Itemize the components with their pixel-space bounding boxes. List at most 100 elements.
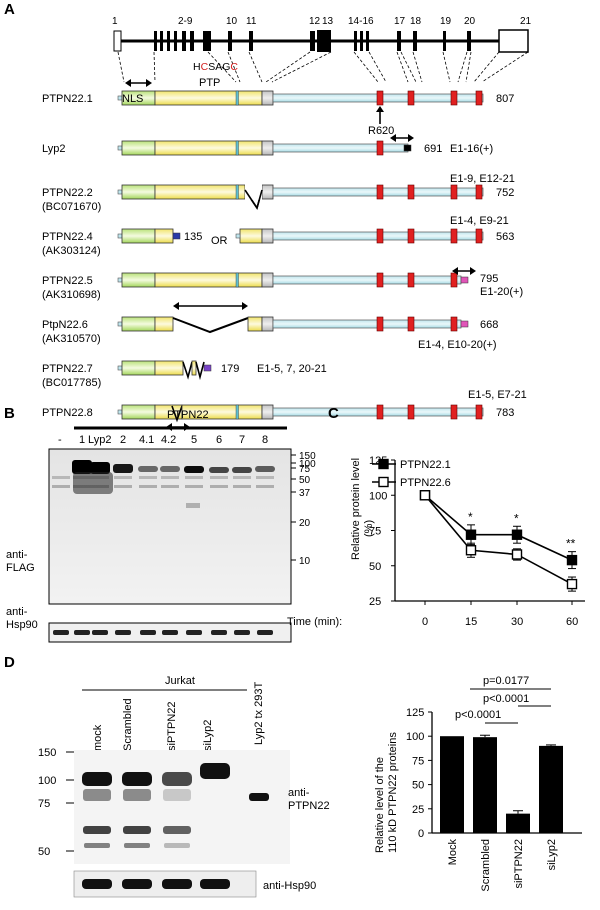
exon-number-labels: 1 2-9 10 11 12 13 14-16 17 18 19 20 21 (112, 16, 532, 27)
arrow-head (408, 134, 414, 142)
anti-hsp90-label-d: anti-Hsp90 (263, 880, 316, 892)
proline-rich-motif (376, 404, 384, 420)
isoform-accession: (AK310570) (42, 333, 101, 345)
ptp-domain (154, 316, 174, 332)
exon-mapping-lines (117, 51, 529, 83)
exon-number: 20 (464, 16, 476, 27)
panel-b-label: B (4, 405, 15, 422)
arrow-head (125, 79, 131, 87)
exon-number: 17 (394, 16, 406, 27)
knockdown-bar-chart: 0 25 50 75 100 125 Relative level of the 110 kD… (374, 675, 582, 892)
catalytic-site (235, 184, 239, 200)
ptp-domain (247, 316, 263, 332)
lane-label: siPTPN22 (166, 701, 178, 751)
y-axis-label: Relative level of the (374, 757, 386, 853)
isoform-exons: E1-4, E10-20(+) (418, 339, 497, 351)
exon-box (228, 31, 232, 51)
lane-label: 1 (79, 434, 85, 446)
exon-box (160, 31, 163, 51)
pvalue-label: p<0.0001 (483, 693, 529, 705)
lane-labels: - 1 Lyp2 2 4.1 4.2 5 6 7 8 (58, 434, 268, 446)
ptpn22-band-smear (163, 789, 191, 801)
n-terminus (117, 409, 123, 415)
flag-band (90, 462, 110, 474)
ptpn22-band-110 (162, 772, 192, 786)
exon-number: 19 (440, 16, 452, 27)
nls-label: NLS (122, 93, 143, 105)
blot-group-label: PTPN22 (167, 409, 209, 421)
hsp90-band (74, 630, 90, 635)
hsp90-band (140, 630, 156, 635)
hsp90-band (200, 879, 230, 889)
alt-tail (460, 320, 469, 328)
marker-label: 37 (299, 488, 311, 499)
c-terminal-region (272, 319, 462, 329)
anti-hsp90-label-1: anti- (6, 606, 28, 618)
lane-label: 2 (120, 434, 126, 446)
arrow-head (146, 79, 152, 87)
splice-junction (195, 361, 205, 381)
exon-box (190, 31, 194, 51)
y-tick-label: 125 (406, 707, 424, 719)
hsp90-bands (53, 630, 273, 635)
exon-number: 2-9 (178, 16, 193, 27)
ptpn22-band-60 (123, 826, 151, 834)
lane-label: Lyp2 (88, 434, 111, 446)
anti-ptpn22-label-2: PTPN22 (288, 800, 330, 812)
flag-band (232, 467, 252, 473)
data-point (465, 529, 477, 540)
exon-box (354, 31, 357, 51)
hsp90-bands (82, 879, 230, 889)
panel-a-label: A (4, 1, 15, 18)
isoform-length: 668 (480, 319, 498, 331)
y-tick-label: 50 (412, 780, 424, 792)
proline-rich-motif (450, 228, 458, 244)
exon-number: 18 (410, 16, 422, 27)
isoform-diagrams: PTPN22.1 NLS PTP 807 R620 Lyp2 691 E1-16(+) PTPN… (42, 77, 527, 431)
alt-tail (172, 232, 181, 240)
c-terminal-region (272, 143, 409, 153)
ptpn22-band-50 (84, 843, 110, 848)
legend-marker (378, 458, 389, 470)
hsp90-band (162, 879, 192, 889)
isoform-length: 783 (496, 407, 514, 419)
catalytic-site (235, 140, 239, 156)
isoform-length: 807 (496, 93, 514, 105)
exon-box (366, 31, 369, 51)
isoform-length: 563 (496, 231, 514, 243)
lyp2-band (249, 793, 269, 801)
marker-label: 150 (299, 451, 316, 462)
isoform-name: PTPN22.7 (42, 363, 93, 375)
isoform-name: PTPN22.5 (42, 275, 93, 287)
isoform-accession: (AK303124) (42, 245, 101, 257)
pvalue-label: p=0.0177 (483, 675, 529, 687)
arrow-head (173, 302, 179, 310)
flag-band (209, 467, 229, 473)
n-terminus (117, 321, 123, 327)
r620-label: R620 (368, 125, 394, 137)
anti-ptpn22-label-1: anti- (288, 787, 310, 799)
series-line-1 (424, 494, 573, 561)
bar (473, 737, 497, 833)
lane-label: 6 (216, 434, 222, 446)
exon-number: 11 (246, 16, 257, 27)
exon-box (498, 29, 529, 53)
ptpn22-band-110 (200, 763, 230, 779)
significance-mark: * (514, 511, 519, 525)
lane-label: Lyp2 tx 293T (253, 682, 265, 745)
isoform-exons: E1-5, E7-21 (468, 389, 527, 401)
nonspecific-band (256, 476, 274, 479)
interdomain-region (261, 90, 274, 106)
lane-label: 8 (262, 434, 268, 446)
nonspecific-band (233, 476, 251, 479)
exon-number: 14-16 (348, 16, 374, 27)
nonspecific-band (52, 476, 70, 479)
lane-label: 7 (239, 434, 245, 446)
panel-c-label: C (328, 405, 339, 422)
isoform-length-alt: 135 (184, 231, 202, 243)
lane-label: 4.1 (139, 434, 154, 446)
x-tick-label: 0 (422, 616, 428, 628)
category-label: Scrambled (480, 839, 492, 892)
proline-rich-motif (407, 228, 415, 244)
